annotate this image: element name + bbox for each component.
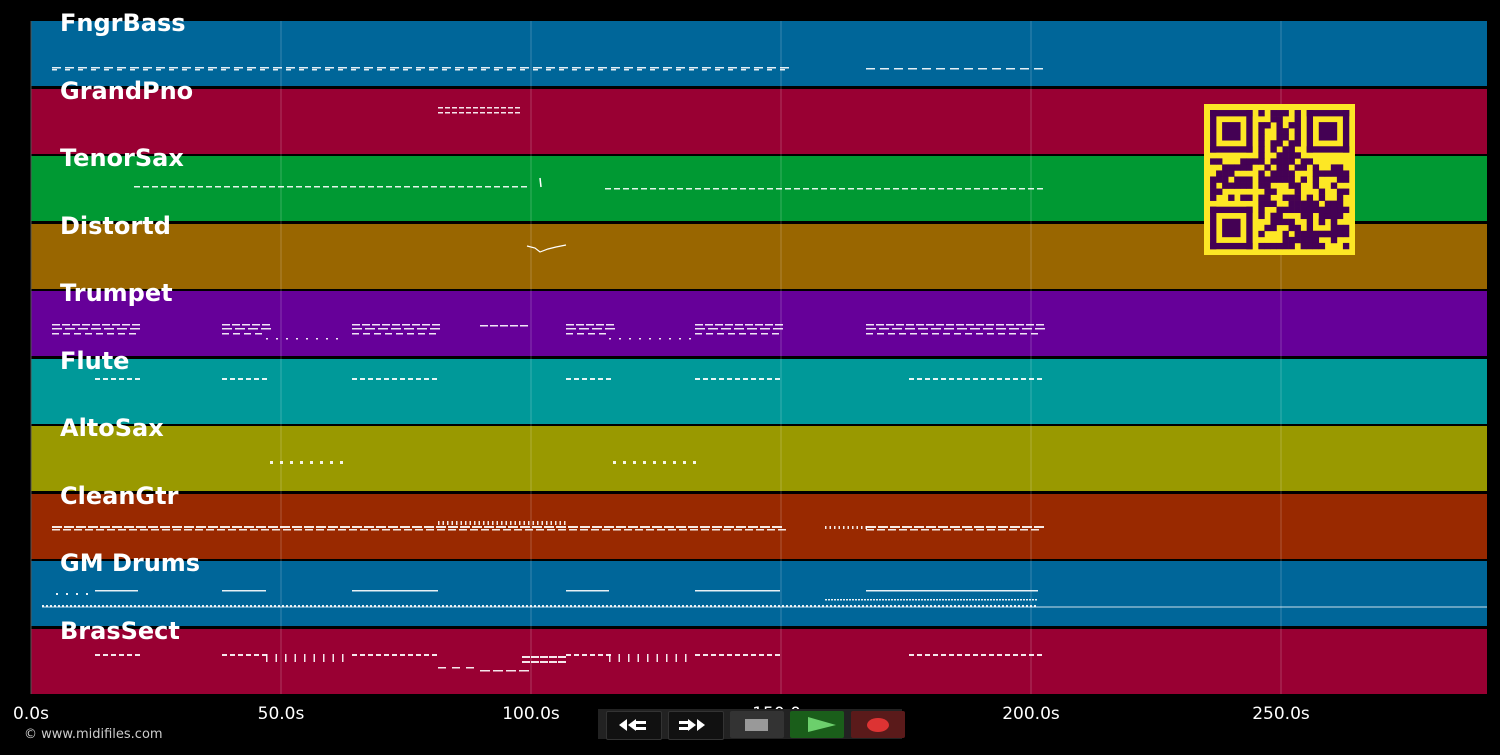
track-name: FngrBass (60, 9, 186, 37)
track-lane-flute[interactable]: Flute (31, 347, 1487, 424)
play-icon (808, 717, 836, 732)
track-name: GrandPno (60, 77, 194, 105)
track-name: GM Drums (60, 549, 201, 577)
track-lane-cleangtr[interactable]: CleanGtr (31, 482, 1487, 559)
track-lane-fngrbass[interactable]: FngrBass (31, 9, 1487, 86)
fast-forward-button[interactable] (668, 711, 724, 740)
track-name: BrasSect (60, 617, 180, 645)
time-tick-label: 0.0s (13, 704, 49, 724)
track-name: CleanGtr (60, 482, 179, 510)
track-name: TenorSax (60, 144, 184, 172)
stop-icon (745, 719, 768, 731)
track-lane-trumpet[interactable]: Trumpet (31, 279, 1487, 356)
time-tick-label: 250.0s (1252, 704, 1310, 724)
time-tick-label: 100.0s (502, 704, 560, 724)
track-name: Distortd (60, 212, 171, 240)
rewind-icon (619, 719, 646, 731)
play-button[interactable] (790, 711, 844, 738)
track-lane-altosax[interactable]: AltoSax (31, 414, 1487, 491)
track-name: AltoSax (60, 414, 164, 442)
transport-bar (598, 709, 905, 740)
fast-forward-icon (679, 719, 705, 731)
record-button[interactable] (851, 711, 905, 738)
qr-code-icon (1204, 104, 1355, 255)
stop-button[interactable] (730, 711, 784, 738)
record-icon (867, 718, 889, 732)
copyright-text: © www.midifiles.com (24, 727, 163, 742)
track-lane-brassect[interactable]: BrasSect (31, 617, 1487, 694)
track-name: Trumpet (60, 279, 173, 307)
time-tick-label: 200.0s (1002, 704, 1060, 724)
rewind-button[interactable] (606, 711, 662, 740)
track-name: Flute (60, 347, 130, 375)
time-tick-label: 50.0s (257, 704, 305, 724)
track-lane-gm-drums[interactable]: GM Drums (31, 549, 1487, 626)
